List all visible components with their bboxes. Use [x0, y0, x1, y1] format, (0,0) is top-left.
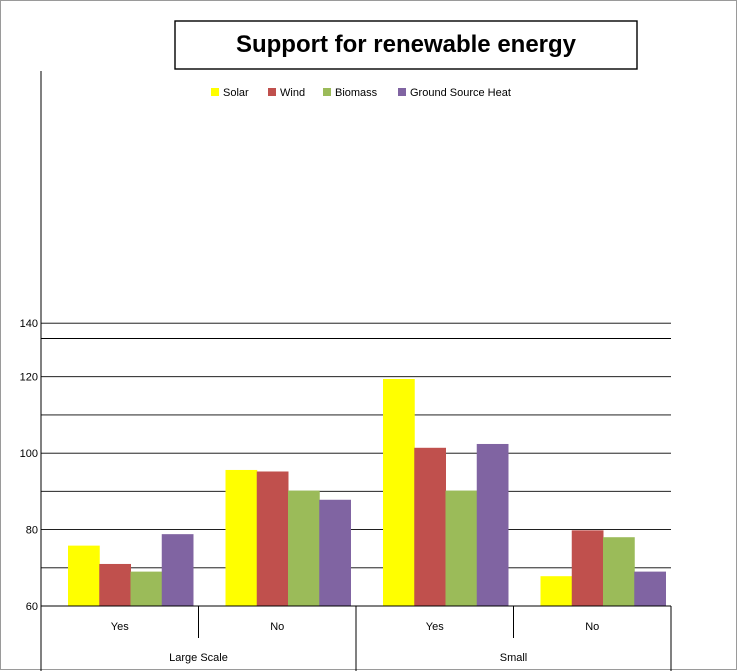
y-tick-label-2: 100 [20, 448, 38, 460]
gridlines [41, 322, 671, 607]
bar-wind-3 [571, 530, 604, 606]
bar-ground-source-heat-1 [319, 499, 351, 606]
legend-label-solar: Solar [223, 87, 249, 99]
bar-ground-source-heat-0 [161, 534, 194, 606]
x-group-label-0: Large Scale [169, 652, 228, 664]
x-category-label-3: No [585, 621, 599, 633]
legend-label-wind: Wind [280, 87, 305, 99]
y-tick-label-3: 120 [20, 372, 38, 384]
legend: Solar Wind Biomass Ground Source Heat [211, 87, 511, 99]
y-tick-label-0: 60 [26, 601, 38, 613]
bar-solar-0 [68, 545, 100, 606]
legend-swatch-wind [268, 88, 276, 96]
bar-ground-source-heat-2 [476, 443, 509, 606]
legend-swatch-ground-source-heat [398, 88, 406, 96]
x-category-label-1: No [270, 621, 284, 633]
bar-biomass-2 [445, 490, 478, 606]
legend-swatch-biomass [323, 88, 331, 96]
x-category-label-2: Yes [426, 621, 444, 633]
bar-wind-1 [256, 471, 289, 606]
axes: 60 80 100 120 140 Yes No Yes No Large Scale Small [20, 71, 672, 671]
x-group-label-1: Small [500, 652, 528, 664]
y-tick-label-1: 80 [26, 525, 38, 537]
bar-solar-3 [540, 576, 573, 606]
title-group: Support for renewable energy [174, 20, 638, 70]
bars [68, 379, 666, 606]
legend-swatch-solar [211, 88, 219, 96]
y-tick-label-4: 140 [20, 318, 38, 330]
bar-wind-2 [414, 447, 446, 606]
title-box [174, 20, 638, 70]
bar-biomass-1 [288, 490, 320, 606]
bar-solar-2 [383, 379, 415, 606]
legend-label-biomass: Biomass [335, 87, 378, 99]
bar-solar-1 [225, 469, 258, 606]
bar-wind-0 [99, 563, 131, 606]
x-category-label-0: Yes [111, 621, 129, 633]
bar-biomass-3 [603, 537, 635, 606]
bar-ground-source-heat-3 [634, 571, 666, 606]
chart-title: Support for renewable energy [236, 31, 577, 58]
legend-label-ground-source-heat: Ground Source Heat [410, 87, 511, 99]
bar-biomass-0 [130, 571, 163, 606]
